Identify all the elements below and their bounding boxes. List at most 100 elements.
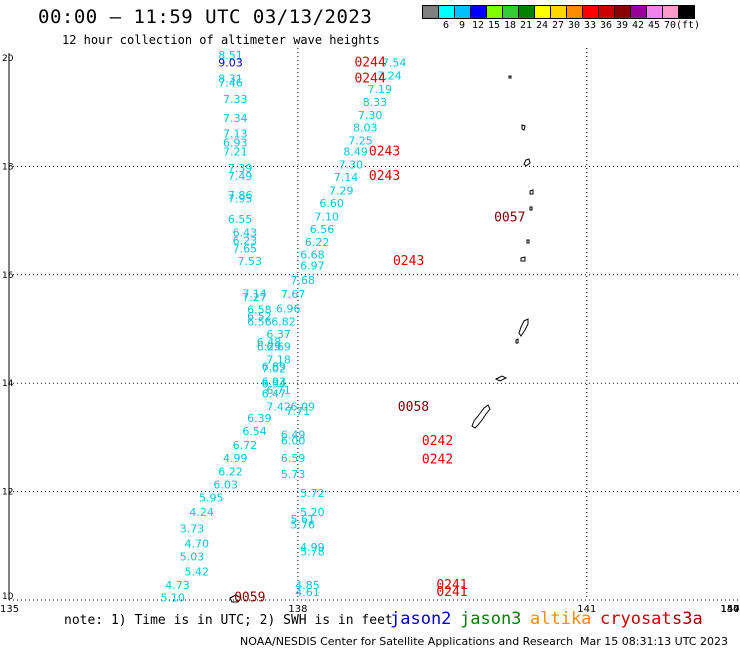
longitude-tick-label: 150: [720, 604, 739, 615]
page-title: 00:00 – 11:59 UTC 03/13/2023: [38, 6, 373, 28]
satellite-legend-item: altika: [530, 609, 592, 629]
wave-height-value: 5.10: [160, 592, 185, 605]
pass-time-label: 0242: [422, 434, 453, 449]
wave-height-value: 7.71: [286, 405, 311, 418]
wave-height-value: 6.56: [310, 223, 335, 236]
wave-height-value: 7.34: [223, 112, 248, 125]
wave-height-marks: 8.519.038.317.467.337.347.136.937.217.39…: [160, 49, 525, 606]
wave-height-value: 6.96: [276, 303, 301, 316]
island-guam: [471, 404, 491, 429]
pass-time-label: 0058: [398, 400, 429, 415]
wave-height-value: 4.99: [223, 452, 248, 465]
wave-height-value: 8.33: [363, 96, 388, 109]
wave-height-value: 6.37: [266, 328, 291, 341]
satellite-legend-item: s3a: [672, 609, 703, 629]
wave-height-value: 6.59: [281, 452, 306, 465]
wave-height-value: 5.20: [300, 506, 325, 519]
color-scale-label: 27: [552, 20, 565, 31]
wave-height-value: 7.30: [339, 159, 364, 172]
wave-height-value: 6.55: [228, 213, 253, 226]
wave-height-value: 6.68: [300, 249, 325, 262]
satellite-legend-item: jason2: [390, 609, 452, 629]
latitude-tick-label: 16: [2, 271, 14, 281]
wave-height-value: 7.13: [223, 128, 248, 141]
island-aguijan: [515, 338, 519, 344]
wave-height-value: 6.72: [233, 439, 258, 452]
pass-time-label: 0057: [494, 211, 525, 226]
pass-time-label: 0059: [234, 591, 265, 606]
pass-time-label: 0241: [436, 578, 467, 593]
island-anatahan: [520, 256, 526, 262]
wave-height-value: 6.09: [290, 400, 315, 413]
island-sarigan: [526, 239, 530, 244]
color-scale-label: 15: [488, 20, 501, 31]
pass-time-label: 0244: [354, 56, 385, 71]
island-pagan: [523, 158, 531, 167]
wave-height-value: 4.70: [185, 537, 210, 550]
wave-height-value: 6.52: [247, 310, 272, 323]
wave-height-value: 6.82: [271, 316, 296, 329]
wave-height-value: 7.33: [223, 93, 248, 106]
island-rota: [494, 375, 508, 382]
wave-height-value: 7.95: [228, 193, 253, 206]
color-scale-label: 45: [648, 20, 661, 31]
color-scale-label: 33: [584, 20, 597, 31]
wave-height-value: 8.31: [218, 72, 243, 85]
wave-height-value: 5.73: [281, 468, 306, 481]
wave-height-value: 6.22: [218, 465, 243, 478]
wave-height-value: 7.02: [262, 362, 287, 375]
wave-height-value: 4.73: [165, 579, 190, 592]
wave-height-value: 4.61: [295, 586, 320, 599]
wave-height-value: 8.49: [343, 146, 368, 159]
wave-height-value: 7.18: [266, 354, 291, 367]
color-scale-swatch: [678, 5, 695, 19]
wave-height-value: 5.78: [300, 546, 325, 559]
longitude-tick-label: 144: [720, 604, 739, 615]
wave-height-value: 8.51: [218, 49, 243, 62]
wave-height-value: 7.14: [242, 288, 267, 301]
wave-height-value: 7.27: [242, 291, 267, 304]
wave-height-value: 5.61: [290, 513, 315, 526]
wave-height-value: 7.42: [266, 400, 291, 413]
pass-time-label: 0244: [354, 71, 385, 86]
pass-time-label: 0243: [369, 145, 400, 160]
satellite-legend-item: jason3: [460, 609, 522, 629]
island-guguan: [529, 206, 533, 211]
pass-time-label: 0241: [436, 585, 467, 600]
island-saipan: [518, 318, 529, 337]
latitude-tick-label: 14: [2, 379, 14, 389]
wave-height-value: 7.39: [228, 162, 253, 175]
wave-height-value: 6.56: [247, 316, 272, 329]
wave-height-value: 7.49: [228, 170, 253, 183]
color-scale-label: 18: [504, 20, 517, 31]
longitude-tick-label: 141: [577, 604, 596, 615]
wave-height-value: 6.22: [305, 236, 330, 249]
color-scale-label: 70: [664, 20, 677, 31]
wave-height-value: 7.46: [218, 77, 243, 90]
wave-height-value: 9.03: [218, 57, 243, 70]
island-uracas: [508, 75, 512, 79]
wave-height-value: 7.25: [348, 135, 373, 148]
wave-height-value: 6.29: [257, 341, 282, 354]
wave-height-value: 7.29: [329, 185, 354, 198]
wave-height-value: 6.94: [262, 378, 287, 391]
color-scale-label: 42: [632, 20, 645, 31]
wave-height-value: 6.48: [257, 336, 282, 349]
wave-height-value: 7.67: [281, 288, 306, 301]
wave-height-value: 7.10: [315, 211, 340, 224]
wave-height-value: 7.68: [290, 274, 315, 287]
wave-height-value: 6.97: [300, 259, 325, 272]
island-outlines: [229, 75, 534, 603]
wave-height-value: 7.21: [223, 146, 248, 159]
island-agrihan: [521, 124, 526, 131]
wave-height-value: 7.53: [238, 255, 263, 268]
wave-height-value: 5.03: [180, 550, 205, 563]
longitude-tick-label: 135: [0, 604, 19, 615]
wave-height-value: 6.89: [262, 361, 287, 374]
wave-height-value: 7.65: [233, 243, 258, 256]
wave-height-value: 7.30: [358, 109, 383, 122]
color-scale-label: (ft): [676, 20, 701, 31]
color-scale-label: 9: [459, 20, 466, 31]
